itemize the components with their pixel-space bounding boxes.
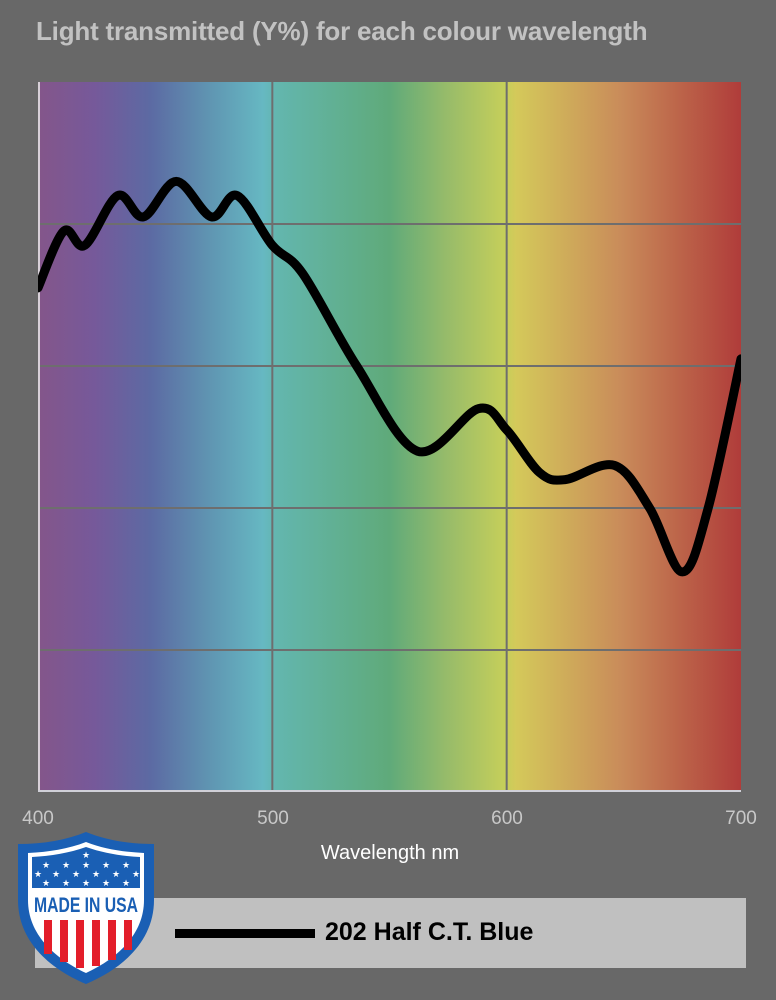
svg-text:★: ★: [34, 870, 42, 880]
chart-title: Light transmitted (Y%) for each colour w…: [36, 16, 648, 46]
x-tick-label: 700: [725, 808, 757, 829]
svg-text:★: ★: [122, 861, 130, 871]
x-tick-label: 600: [491, 808, 523, 829]
svg-text:★: ★: [82, 851, 90, 861]
svg-text:★: ★: [42, 861, 50, 871]
spectrum-background: [38, 82, 741, 792]
x-tick-label: 500: [257, 808, 289, 829]
svg-text:★: ★: [112, 870, 120, 880]
made-in-usa-badge-icon: ★ ★ ★ ★ ★ ★ ★ ★ ★ ★ ★ ★ ★ ★ ★ ★ ★ MADE IN USA: [14, 830, 158, 986]
x-tick-label: 400: [22, 808, 54, 829]
gridlines: [38, 82, 741, 792]
svg-text:★: ★: [132, 870, 140, 880]
svg-text:★: ★: [82, 879, 90, 889]
transmission-curve: [38, 176, 741, 577]
svg-text:★: ★: [102, 861, 110, 871]
legend-label: 202 Half C.T. Blue: [325, 918, 534, 946]
svg-text:★: ★: [42, 879, 50, 889]
legend-line-swatch: [175, 929, 315, 938]
svg-text:★: ★: [102, 879, 110, 889]
svg-text:★: ★: [122, 879, 130, 889]
svg-text:★: ★: [82, 861, 90, 871]
svg-text:★: ★: [52, 870, 60, 880]
svg-text:★: ★: [62, 861, 70, 871]
spectrum-chart: [38, 82, 741, 792]
svg-text:★: ★: [72, 870, 80, 880]
legend: 202 Half C.T. Blue: [35, 898, 746, 968]
svg-text:★: ★: [62, 879, 70, 889]
plot-area: [38, 82, 741, 792]
x-axis-label: Wavelength nm: [320, 842, 460, 864]
svg-text:MADE IN USA: MADE IN USA: [34, 894, 138, 917]
svg-text:★: ★: [92, 870, 100, 880]
